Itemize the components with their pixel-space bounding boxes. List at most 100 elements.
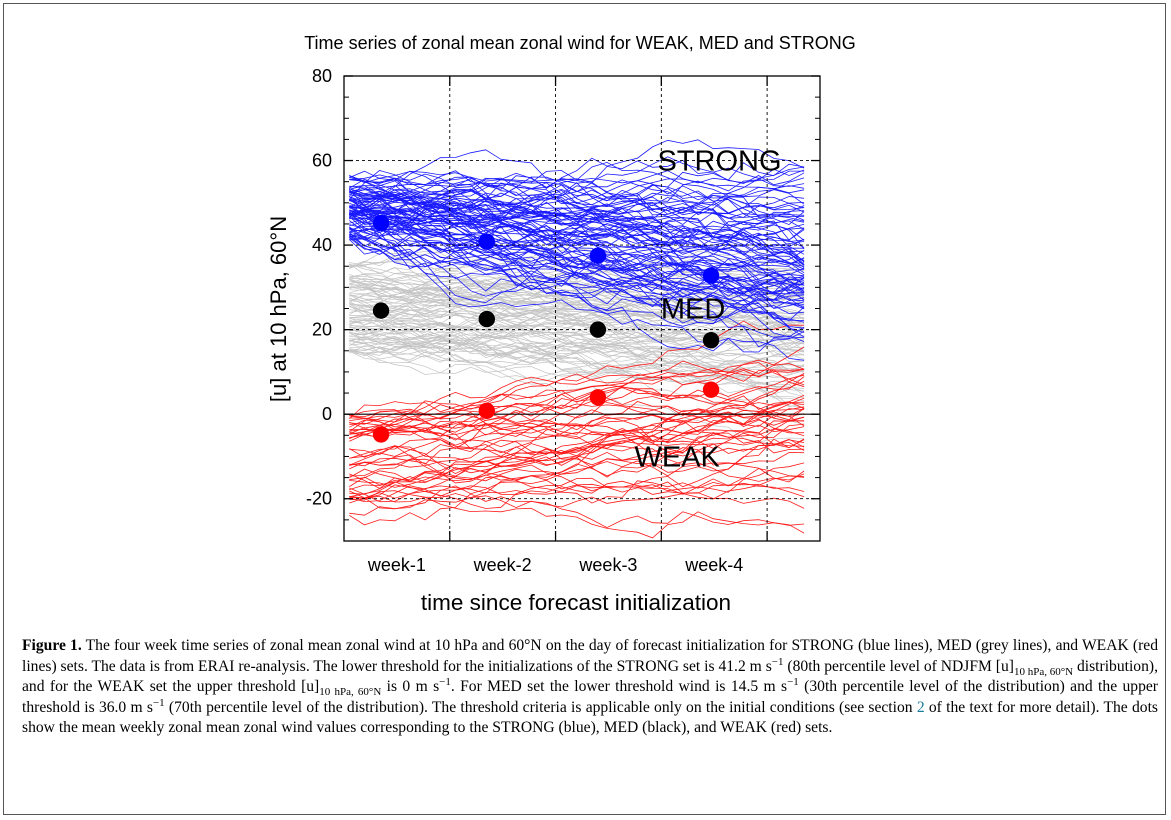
- ensemble-line: [349, 189, 805, 262]
- y-axis-label: [u] at 10 hPa, 60°N: [266, 216, 291, 402]
- ensemble-line: [349, 302, 805, 372]
- ensemble-line: [349, 416, 805, 484]
- ensemble-line: [349, 402, 805, 503]
- section-link[interactable]: 2: [916, 698, 925, 716]
- weak-mean-dot: [478, 402, 495, 419]
- ensemble-line: [349, 174, 805, 283]
- ensemble-line: [349, 394, 805, 441]
- ensemble-line: [349, 263, 805, 298]
- strong-mean-dot: [702, 267, 720, 284]
- ensemble-line: [349, 149, 805, 220]
- ensemble-line: [349, 428, 805, 499]
- ensemble-line: [349, 325, 805, 352]
- caption-fragment: . For MED set the lower threshold wind i…: [450, 678, 788, 696]
- med-mean-dot: [702, 332, 720, 349]
- caption-fragment: −1: [439, 676, 451, 688]
- ensemble-line: [349, 277, 805, 353]
- caption-fragment: of the text for more detail). The dots s…: [22, 698, 1158, 737]
- y-tick-label: 20: [312, 320, 332, 340]
- ensemble-line: [349, 343, 805, 378]
- y-tick-label: 60: [312, 151, 332, 171]
- caption-text: The four week time series of zonal mean …: [22, 637, 1158, 736]
- ensemble-line: [349, 272, 805, 331]
- ensemble-line: [349, 177, 805, 226]
- ensemble-line: [349, 334, 805, 373]
- series-labels: STRONG MED WEAK: [634, 146, 781, 474]
- med-mean-dot: [372, 302, 390, 319]
- ensemble-line: [349, 462, 805, 509]
- ensemble-line: [349, 397, 805, 459]
- ensemble-line: [349, 177, 805, 214]
- ensemble-line: [349, 376, 805, 437]
- ensemble-line: [349, 339, 805, 394]
- ensemble-line: [349, 331, 805, 369]
- ensemble-line: [349, 195, 805, 240]
- ensemble-line: [349, 212, 805, 297]
- caption-fragment: The four week time series of zonal mean …: [22, 637, 1159, 675]
- ensemble-line: [349, 159, 805, 200]
- y-tick-label: -20: [306, 489, 332, 509]
- ensemble-line: [349, 479, 805, 510]
- ensemble-line: [349, 282, 805, 341]
- figure-frame: Time series of zonal mean zonal wind for…: [3, 3, 1166, 815]
- caption-fragment: −1: [771, 655, 784, 668]
- ensemble-line: [349, 408, 805, 450]
- ensemble-line: [349, 188, 805, 291]
- ensemble-line: [349, 204, 805, 292]
- ensemble-line: [349, 274, 805, 356]
- ensemble-line: [349, 196, 805, 294]
- caption-fragment: (30th percentile level of the distributi…: [22, 678, 1158, 716]
- ensemble-line: [349, 211, 805, 279]
- ensemble-line: [349, 467, 805, 495]
- y-axis-ticks: -20 0 20 40 60 80: [306, 66, 820, 542]
- ensemble-line: [349, 216, 805, 338]
- series-label-med: MED: [661, 294, 725, 326]
- x-tick-label: week-4: [684, 555, 743, 575]
- ensemble-line: [349, 215, 805, 293]
- ensemble-line: [349, 214, 805, 256]
- ensemble-line: [349, 306, 805, 336]
- ensemble-line: [349, 333, 805, 387]
- ensemble-line: [349, 231, 805, 309]
- ensemble-line: [349, 332, 805, 357]
- x-tick-label: week-2: [473, 555, 532, 575]
- ensemble-line: [349, 424, 805, 499]
- ensemble-line: [349, 495, 805, 539]
- ensemble-line: [349, 239, 805, 305]
- ensemble-line: [349, 161, 805, 226]
- ensemble-line: [349, 305, 805, 342]
- ensemble-line: [349, 204, 805, 302]
- ensemble-line: [349, 210, 805, 323]
- ensemble-line: [349, 197, 805, 290]
- med-mean-dot: [478, 310, 495, 328]
- x-axis-ticks: week-1 week-2 week-3 week-4: [367, 76, 768, 575]
- series-label-weak: WEAK: [634, 441, 720, 473]
- ensemble-line: [349, 283, 805, 310]
- ensemble-line: [349, 363, 805, 466]
- ensemble-line: [349, 343, 805, 409]
- ensemble-line: [349, 168, 805, 206]
- ensemble-line: [349, 188, 805, 280]
- caption-fragment: distribution), and for the WEAK set the …: [22, 657, 1158, 696]
- ensemble-line: [349, 312, 805, 345]
- caption-label: Figure 1.: [22, 637, 82, 654]
- ensemble-line: [349, 326, 805, 399]
- ensemble-line: [349, 256, 805, 300]
- caption-fragment: −1: [152, 696, 165, 709]
- ensemble-line: [349, 319, 805, 376]
- weekly-mean-dots: [372, 214, 720, 443]
- ensemble-line: [349, 220, 805, 266]
- ensemble-line: [349, 325, 805, 425]
- ensemble-line: [349, 191, 805, 250]
- ensemble-line: [349, 493, 805, 534]
- ensemble-line: [349, 326, 805, 401]
- ensemble-line: [349, 173, 805, 225]
- weak-mean-dot: [589, 389, 607, 406]
- ensemble-line: [349, 226, 805, 309]
- med-mean-dot: [589, 321, 607, 338]
- ensemble-line: [349, 360, 805, 421]
- caption-fragment: 10 hPa, 60°N: [319, 686, 382, 699]
- ensemble-line: [349, 381, 805, 459]
- ensemble-line: [349, 170, 805, 208]
- ensemble-line: [349, 268, 805, 297]
